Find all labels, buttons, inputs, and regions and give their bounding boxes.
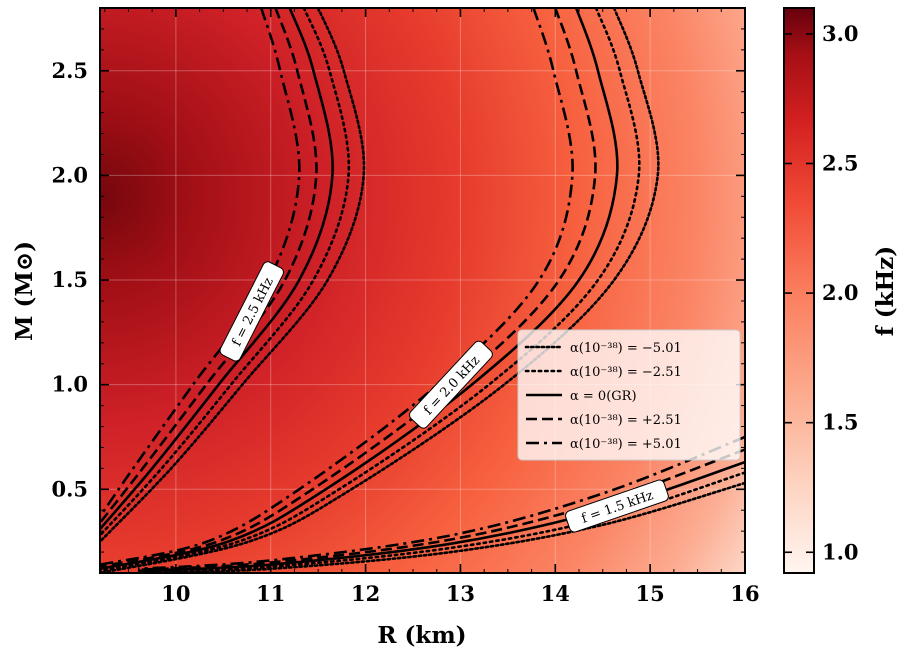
x-tick-label: 16 [730,581,759,606]
colorbar-tick-label: 1.5 [822,410,859,435]
colorbar-tick-label: 2.0 [822,280,859,305]
colorbar-tick-label: 1.0 [822,539,859,564]
y-tick-label: 0.5 [51,476,88,501]
y-tick-label: 1.0 [51,372,88,397]
contour-label-box [409,340,493,429]
legend-label: α(10⁻³⁸) = +2.51 [570,413,682,428]
heatmap-field [100,8,745,573]
y-axis-title: M (M⊙) [11,241,38,341]
x-tick-label: 11 [256,581,285,606]
plot-frame [99,7,746,574]
legend: α(10⁻³⁸) = −5.01 α(10⁻³⁸) = −2.51 α = 0(GR… [517,329,741,461]
colorbar-tick-label: 2.5 [822,151,859,176]
contour-line [100,8,301,518]
contour-lines [100,8,745,573]
contour-line [100,8,351,537]
legend-box [517,329,741,461]
x-tick-label: 15 [636,581,665,606]
y-tick-label: 2.5 [51,58,88,83]
colorbar-scale [783,7,815,574]
x-tick-label: 14 [541,581,570,606]
legend-label: α(10⁻³⁸) = +5.01 [570,437,682,452]
contour-line [100,8,574,566]
x-tick-label: 12 [351,581,380,606]
contour-line [136,481,745,573]
legend-label: α(10⁻³⁸) = −2.51 [570,365,682,380]
colorbar: 1.0 1.5 2.0 2.5 3.0 [783,7,859,574]
colorbar-title: f (kHz) [872,246,899,336]
colorbar-tick-label: 3.0 [822,21,859,46]
contour-label-box [219,261,284,362]
legend-label: α = 0(GR) [570,389,637,404]
contour-line [100,8,619,571]
plot-axes: 10 11 12 13 14 15 16 0.5 1.0 1.5 2.0 2.5 [51,7,760,606]
y-tick-label: 2.0 [51,162,88,187]
x-tick-label: 10 [161,581,190,606]
legend-label: α(10⁻³⁸) = −5.01 [570,341,682,356]
contour-line [100,8,641,573]
x-tick-label: 13 [446,581,475,606]
y-tick-label: 1.5 [51,267,88,292]
axis-titles: R (km) M (M⊙) f (kHz) [11,241,899,649]
contour-line [100,8,366,543]
contour-line [100,8,334,530]
contour-line [137,435,745,571]
x-axis-title: R (km) [377,622,466,649]
contour-line [100,8,318,524]
contour-label-box [565,479,669,533]
